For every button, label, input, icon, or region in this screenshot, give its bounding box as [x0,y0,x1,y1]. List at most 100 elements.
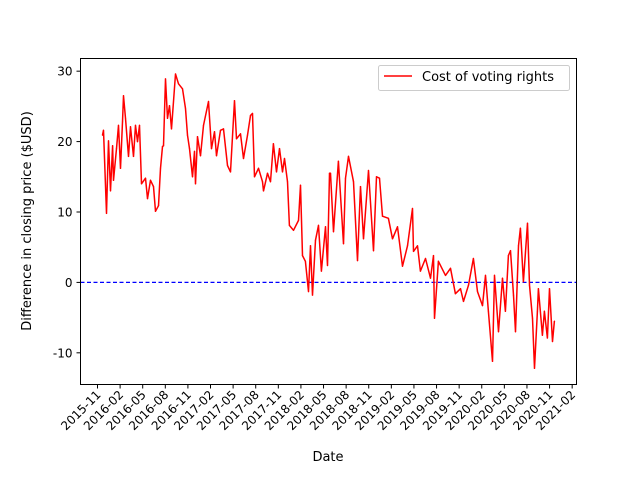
data-point [424,257,427,260]
data-point [504,310,507,312]
data-point [111,145,114,147]
data-point [269,181,272,183]
data-point [213,131,216,133]
data-point [537,288,540,290]
y-tick-label: 10 [57,205,72,219]
data-point [517,245,520,247]
data-point [481,305,484,307]
data-point [332,231,335,233]
data-point [454,293,457,295]
data-point [124,117,127,119]
data-point [320,270,323,272]
data-point [283,157,286,160]
data-point [144,177,147,179]
data-point [177,83,180,85]
data-point [132,155,135,157]
series-line-cost-of-voting-rights [101,73,556,370]
data-point [467,284,470,286]
data-point [196,136,199,138]
data-point [381,215,384,217]
data-point [186,134,189,136]
plot-frame [80,58,577,385]
data-point [541,334,544,336]
data-point [174,73,177,75]
data-point [548,288,551,290]
data-point [229,171,232,173]
data-point [551,340,554,343]
data-point [359,186,362,188]
data-point [117,124,120,126]
data-point [286,181,289,183]
data-point [344,177,347,179]
y-tick-label: 30 [57,65,72,79]
data-point [233,100,236,102]
data-point [462,300,465,303]
data-point [491,360,494,362]
data-point [526,222,529,224]
data-point [472,257,475,260]
data-point [261,181,264,183]
data-point [326,264,329,267]
data-point [347,155,350,157]
data-point [242,157,245,160]
data-point [311,294,314,296]
data-point [129,126,132,128]
data-point [161,145,164,148]
data-point [378,177,381,179]
data-point [157,205,160,207]
legend-box [378,65,570,91]
data-point [191,176,194,178]
data-point [184,107,187,110]
data-point [337,160,340,162]
data-point [127,155,130,157]
data-point [553,320,556,322]
data-point [257,167,260,169]
data-point [109,190,112,192]
data-point [342,243,345,245]
data-point [193,150,196,153]
data-point [362,238,365,240]
data-point [154,210,157,212]
data-point [272,143,275,145]
data-point [501,277,504,279]
data-point [493,274,496,276]
data-point [194,183,197,185]
data-point [449,267,452,269]
data-point [367,169,370,172]
data-point [168,105,171,107]
data-point [391,238,394,240]
data-point [235,138,238,140]
data-point [387,217,390,219]
data-point [329,172,332,174]
data-point [159,167,162,169]
y-tick-label: 0 [65,276,73,290]
data-point [317,224,320,226]
data-point [375,176,378,178]
data-point [522,281,525,283]
data-point [102,129,105,131]
x-axis-ticks: 2015-112016-022016-052016-082016-112017-… [58,384,578,433]
data-point [309,245,312,247]
data-point [262,190,265,192]
data-point [246,134,249,136]
data-point [512,294,515,296]
data-point [226,164,229,167]
data-point [222,128,225,130]
data-point [396,226,399,228]
data-point [509,250,512,252]
data-point [484,274,487,276]
data-point [352,181,355,183]
data-point [162,145,165,147]
data-point [411,207,414,210]
data-point [328,172,331,174]
data-point [301,255,304,257]
data-point [406,245,409,247]
data-point [202,124,205,126]
data-point [170,128,173,130]
y-axis-ticks: -10 0 10 20 30 [53,65,81,360]
data-point [105,212,108,215]
data-point [164,78,167,80]
y-tick-label: -10 [53,346,73,360]
data-point [459,288,462,290]
y-tick-label: 20 [57,135,72,149]
